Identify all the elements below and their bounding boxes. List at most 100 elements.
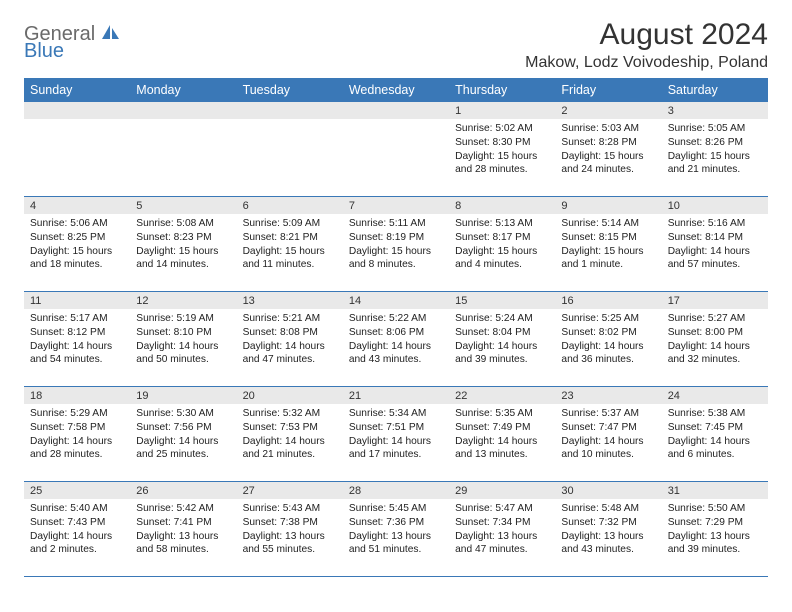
calendar-day-cell: 25Sunrise: 5:40 AMSunset: 7:43 PMDayligh… bbox=[24, 482, 130, 577]
sunset-text: Sunset: 7:41 PM bbox=[136, 516, 230, 530]
dayheader-wednesday: Wednesday bbox=[343, 78, 449, 102]
sunset-text: Sunset: 8:17 PM bbox=[455, 231, 549, 245]
dayheader-sunday: Sunday bbox=[24, 78, 130, 102]
day-detail: Sunrise: 5:50 AMSunset: 7:29 PMDaylight:… bbox=[662, 499, 768, 560]
dayheader-monday: Monday bbox=[130, 78, 236, 102]
calendar-day-cell: 10Sunrise: 5:16 AMSunset: 8:14 PMDayligh… bbox=[662, 197, 768, 292]
calendar-day-cell: 1Sunrise: 5:02 AMSunset: 8:30 PMDaylight… bbox=[449, 102, 555, 197]
day-number: 18 bbox=[24, 387, 130, 404]
calendar-day-cell: 4Sunrise: 5:06 AMSunset: 8:25 PMDaylight… bbox=[24, 197, 130, 292]
sunrise-text: Sunrise: 5:16 AM bbox=[668, 217, 762, 231]
calendar-day-cell: 15Sunrise: 5:24 AMSunset: 8:04 PMDayligh… bbox=[449, 292, 555, 387]
sunset-text: Sunset: 8:02 PM bbox=[561, 326, 655, 340]
day-number: 27 bbox=[237, 482, 343, 499]
day-number: 20 bbox=[237, 387, 343, 404]
sail-icon bbox=[101, 24, 121, 45]
daylight-line1: Daylight: 14 hours bbox=[455, 435, 549, 449]
sunrise-text: Sunrise: 5:38 AM bbox=[668, 407, 762, 421]
sunset-text: Sunset: 8:21 PM bbox=[243, 231, 337, 245]
day-number: 1 bbox=[449, 102, 555, 119]
sunrise-text: Sunrise: 5:08 AM bbox=[136, 217, 230, 231]
title-block: August 2024 Makow, Lodz Voivodeship, Pol… bbox=[525, 18, 768, 72]
daylight-line2: and 18 minutes. bbox=[30, 258, 124, 272]
daylight-line1: Daylight: 14 hours bbox=[349, 340, 443, 354]
calendar-day-cell: 26Sunrise: 5:42 AMSunset: 7:41 PMDayligh… bbox=[130, 482, 236, 577]
daylight-line1: Daylight: 14 hours bbox=[561, 435, 655, 449]
daylight-line2: and 6 minutes. bbox=[668, 448, 762, 462]
calendar-day-cell: 21Sunrise: 5:34 AMSunset: 7:51 PMDayligh… bbox=[343, 387, 449, 482]
day-number: 11 bbox=[24, 292, 130, 309]
day-detail: Sunrise: 5:09 AMSunset: 8:21 PMDaylight:… bbox=[237, 214, 343, 275]
daylight-line1: Daylight: 14 hours bbox=[30, 435, 124, 449]
calendar-day-cell: 16Sunrise: 5:25 AMSunset: 8:02 PMDayligh… bbox=[555, 292, 661, 387]
day-detail bbox=[24, 119, 130, 125]
day-detail: Sunrise: 5:13 AMSunset: 8:17 PMDaylight:… bbox=[449, 214, 555, 275]
sunset-text: Sunset: 7:51 PM bbox=[349, 421, 443, 435]
daylight-line1: Daylight: 15 hours bbox=[349, 245, 443, 259]
sunrise-text: Sunrise: 5:25 AM bbox=[561, 312, 655, 326]
sunset-text: Sunset: 7:47 PM bbox=[561, 421, 655, 435]
day-detail: Sunrise: 5:22 AMSunset: 8:06 PMDaylight:… bbox=[343, 309, 449, 370]
day-detail: Sunrise: 5:32 AMSunset: 7:53 PMDaylight:… bbox=[237, 404, 343, 465]
sunrise-text: Sunrise: 5:29 AM bbox=[30, 407, 124, 421]
daylight-line1: Daylight: 14 hours bbox=[136, 340, 230, 354]
sunrise-text: Sunrise: 5:03 AM bbox=[561, 122, 655, 136]
sunrise-text: Sunrise: 5:40 AM bbox=[30, 502, 124, 516]
daylight-line2: and 4 minutes. bbox=[455, 258, 549, 272]
day-number bbox=[24, 102, 130, 119]
calendar-day-cell: 9Sunrise: 5:14 AMSunset: 8:15 PMDaylight… bbox=[555, 197, 661, 292]
sunrise-text: Sunrise: 5:42 AM bbox=[136, 502, 230, 516]
day-detail bbox=[237, 119, 343, 125]
sunrise-text: Sunrise: 5:30 AM bbox=[136, 407, 230, 421]
sunrise-text: Sunrise: 5:48 AM bbox=[561, 502, 655, 516]
day-number bbox=[343, 102, 449, 119]
calendar-head: Sunday Monday Tuesday Wednesday Thursday… bbox=[24, 78, 768, 102]
day-detail: Sunrise: 5:11 AMSunset: 8:19 PMDaylight:… bbox=[343, 214, 449, 275]
calendar-day-cell: 28Sunrise: 5:45 AMSunset: 7:36 PMDayligh… bbox=[343, 482, 449, 577]
calendar-table: Sunday Monday Tuesday Wednesday Thursday… bbox=[24, 78, 768, 577]
daylight-line2: and 17 minutes. bbox=[349, 448, 443, 462]
calendar-day-cell bbox=[237, 102, 343, 197]
daylight-line1: Daylight: 13 hours bbox=[136, 530, 230, 544]
sunset-text: Sunset: 8:28 PM bbox=[561, 136, 655, 150]
calendar-week-row: 4Sunrise: 5:06 AMSunset: 8:25 PMDaylight… bbox=[24, 197, 768, 292]
sunrise-text: Sunrise: 5:34 AM bbox=[349, 407, 443, 421]
day-detail: Sunrise: 5:38 AMSunset: 7:45 PMDaylight:… bbox=[662, 404, 768, 465]
daylight-line1: Daylight: 13 hours bbox=[561, 530, 655, 544]
day-number: 2 bbox=[555, 102, 661, 119]
calendar-day-cell: 23Sunrise: 5:37 AMSunset: 7:47 PMDayligh… bbox=[555, 387, 661, 482]
daylight-line1: Daylight: 14 hours bbox=[136, 435, 230, 449]
day-detail: Sunrise: 5:03 AMSunset: 8:28 PMDaylight:… bbox=[555, 119, 661, 180]
day-number: 19 bbox=[130, 387, 236, 404]
day-detail bbox=[130, 119, 236, 125]
day-number: 21 bbox=[343, 387, 449, 404]
calendar-day-cell: 5Sunrise: 5:08 AMSunset: 8:23 PMDaylight… bbox=[130, 197, 236, 292]
calendar-day-cell: 7Sunrise: 5:11 AMSunset: 8:19 PMDaylight… bbox=[343, 197, 449, 292]
calendar-day-cell bbox=[343, 102, 449, 197]
daylight-line2: and 11 minutes. bbox=[243, 258, 337, 272]
daylight-line2: and 32 minutes. bbox=[668, 353, 762, 367]
sunset-text: Sunset: 7:58 PM bbox=[30, 421, 124, 435]
sunset-text: Sunset: 8:14 PM bbox=[668, 231, 762, 245]
daylight-line1: Daylight: 14 hours bbox=[243, 435, 337, 449]
day-number: 28 bbox=[343, 482, 449, 499]
daylight-line2: and 13 minutes. bbox=[455, 448, 549, 462]
daylight-line1: Daylight: 13 hours bbox=[668, 530, 762, 544]
daylight-line2: and 10 minutes. bbox=[561, 448, 655, 462]
sunset-text: Sunset: 7:29 PM bbox=[668, 516, 762, 530]
day-number: 6 bbox=[237, 197, 343, 214]
daylight-line2: and 8 minutes. bbox=[349, 258, 443, 272]
sunset-text: Sunset: 8:23 PM bbox=[136, 231, 230, 245]
daylight-line2: and 36 minutes. bbox=[561, 353, 655, 367]
day-detail: Sunrise: 5:06 AMSunset: 8:25 PMDaylight:… bbox=[24, 214, 130, 275]
day-detail bbox=[343, 119, 449, 125]
sunset-text: Sunset: 7:49 PM bbox=[455, 421, 549, 435]
day-detail: Sunrise: 5:45 AMSunset: 7:36 PMDaylight:… bbox=[343, 499, 449, 560]
day-detail: Sunrise: 5:21 AMSunset: 8:08 PMDaylight:… bbox=[237, 309, 343, 370]
sunset-text: Sunset: 8:04 PM bbox=[455, 326, 549, 340]
sunrise-text: Sunrise: 5:17 AM bbox=[30, 312, 124, 326]
sunset-text: Sunset: 7:36 PM bbox=[349, 516, 443, 530]
daylight-line2: and 47 minutes. bbox=[243, 353, 337, 367]
calendar-page: General Blue August 2024 Makow, Lodz Voi… bbox=[0, 0, 792, 577]
calendar-day-cell: 30Sunrise: 5:48 AMSunset: 7:32 PMDayligh… bbox=[555, 482, 661, 577]
